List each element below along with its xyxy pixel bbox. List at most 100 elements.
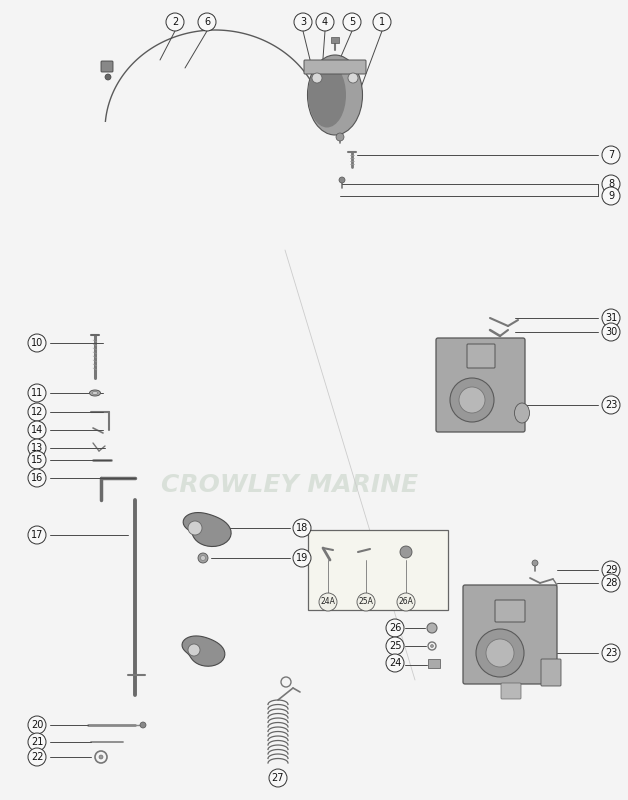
Circle shape: [28, 451, 46, 469]
Circle shape: [188, 521, 202, 535]
Bar: [331, 37, 339, 43]
Circle shape: [486, 639, 514, 667]
Text: 23: 23: [605, 648, 617, 658]
Text: 9: 9: [608, 191, 614, 201]
Text: 3: 3: [300, 17, 306, 27]
Circle shape: [459, 387, 485, 413]
Text: 24A: 24A: [320, 598, 335, 606]
Circle shape: [397, 593, 415, 611]
Circle shape: [28, 716, 46, 734]
Circle shape: [140, 722, 146, 728]
Circle shape: [312, 73, 322, 83]
Text: 28: 28: [605, 578, 617, 588]
Circle shape: [293, 519, 311, 537]
Circle shape: [294, 13, 312, 31]
Text: 25A: 25A: [359, 598, 374, 606]
FancyBboxPatch shape: [501, 683, 521, 699]
FancyBboxPatch shape: [541, 659, 561, 686]
Text: 7: 7: [608, 150, 614, 160]
Text: 4: 4: [322, 17, 328, 27]
Circle shape: [198, 553, 208, 563]
Polygon shape: [182, 636, 225, 666]
Circle shape: [166, 13, 184, 31]
Circle shape: [28, 469, 46, 487]
Circle shape: [28, 421, 46, 439]
Circle shape: [99, 755, 103, 759]
Text: 27: 27: [272, 773, 284, 783]
Circle shape: [602, 396, 620, 414]
Text: 17: 17: [31, 530, 43, 540]
Circle shape: [269, 769, 287, 787]
Circle shape: [28, 748, 46, 766]
Circle shape: [28, 526, 46, 544]
Circle shape: [532, 560, 538, 566]
Text: 18: 18: [296, 523, 308, 533]
Text: 19: 19: [296, 553, 308, 563]
Circle shape: [386, 637, 404, 655]
Text: 20: 20: [31, 720, 43, 730]
Text: 13: 13: [31, 443, 43, 453]
FancyBboxPatch shape: [436, 338, 525, 432]
Text: CROWLEY MARINE: CROWLEY MARINE: [161, 473, 419, 497]
Circle shape: [198, 13, 216, 31]
Circle shape: [386, 619, 404, 637]
Text: 14: 14: [31, 425, 43, 435]
Text: 6: 6: [204, 17, 210, 27]
Circle shape: [336, 133, 344, 141]
Text: 10: 10: [31, 338, 43, 348]
Text: 23: 23: [605, 400, 617, 410]
Text: 25: 25: [389, 641, 401, 651]
Circle shape: [319, 593, 337, 611]
Polygon shape: [183, 513, 231, 546]
Circle shape: [602, 309, 620, 327]
Circle shape: [602, 175, 620, 193]
Circle shape: [28, 439, 46, 457]
Circle shape: [602, 561, 620, 579]
Circle shape: [293, 549, 311, 567]
Text: 30: 30: [605, 327, 617, 337]
Ellipse shape: [92, 391, 98, 394]
Circle shape: [476, 629, 524, 677]
Ellipse shape: [308, 62, 346, 127]
Circle shape: [602, 146, 620, 164]
Text: 24: 24: [389, 658, 401, 668]
Circle shape: [188, 644, 200, 656]
Circle shape: [386, 654, 404, 672]
Ellipse shape: [90, 390, 100, 396]
FancyBboxPatch shape: [304, 60, 366, 74]
Circle shape: [28, 384, 46, 402]
Circle shape: [431, 645, 433, 647]
Ellipse shape: [514, 403, 529, 423]
FancyBboxPatch shape: [495, 600, 525, 622]
Text: 1: 1: [379, 17, 385, 27]
FancyBboxPatch shape: [467, 344, 495, 368]
Circle shape: [450, 378, 494, 422]
Text: 16: 16: [31, 473, 43, 483]
Text: 21: 21: [31, 737, 43, 747]
Circle shape: [28, 733, 46, 751]
Circle shape: [602, 574, 620, 592]
Circle shape: [373, 13, 391, 31]
Text: 8: 8: [608, 179, 614, 189]
FancyBboxPatch shape: [463, 585, 557, 684]
Circle shape: [400, 546, 412, 558]
Text: 26A: 26A: [399, 598, 413, 606]
Ellipse shape: [308, 55, 362, 135]
Circle shape: [105, 74, 111, 80]
Circle shape: [343, 13, 361, 31]
Text: 22: 22: [31, 752, 43, 762]
Bar: [308, 530, 448, 610]
Text: 15: 15: [31, 455, 43, 465]
Circle shape: [602, 323, 620, 341]
Circle shape: [28, 334, 46, 352]
Text: 5: 5: [349, 17, 355, 27]
Circle shape: [348, 73, 358, 83]
Circle shape: [427, 623, 437, 633]
Text: 29: 29: [605, 565, 617, 575]
Text: 26: 26: [389, 623, 401, 633]
Text: 31: 31: [605, 313, 617, 323]
Text: 12: 12: [31, 407, 43, 417]
Text: 11: 11: [31, 388, 43, 398]
Circle shape: [602, 187, 620, 205]
Circle shape: [316, 13, 334, 31]
